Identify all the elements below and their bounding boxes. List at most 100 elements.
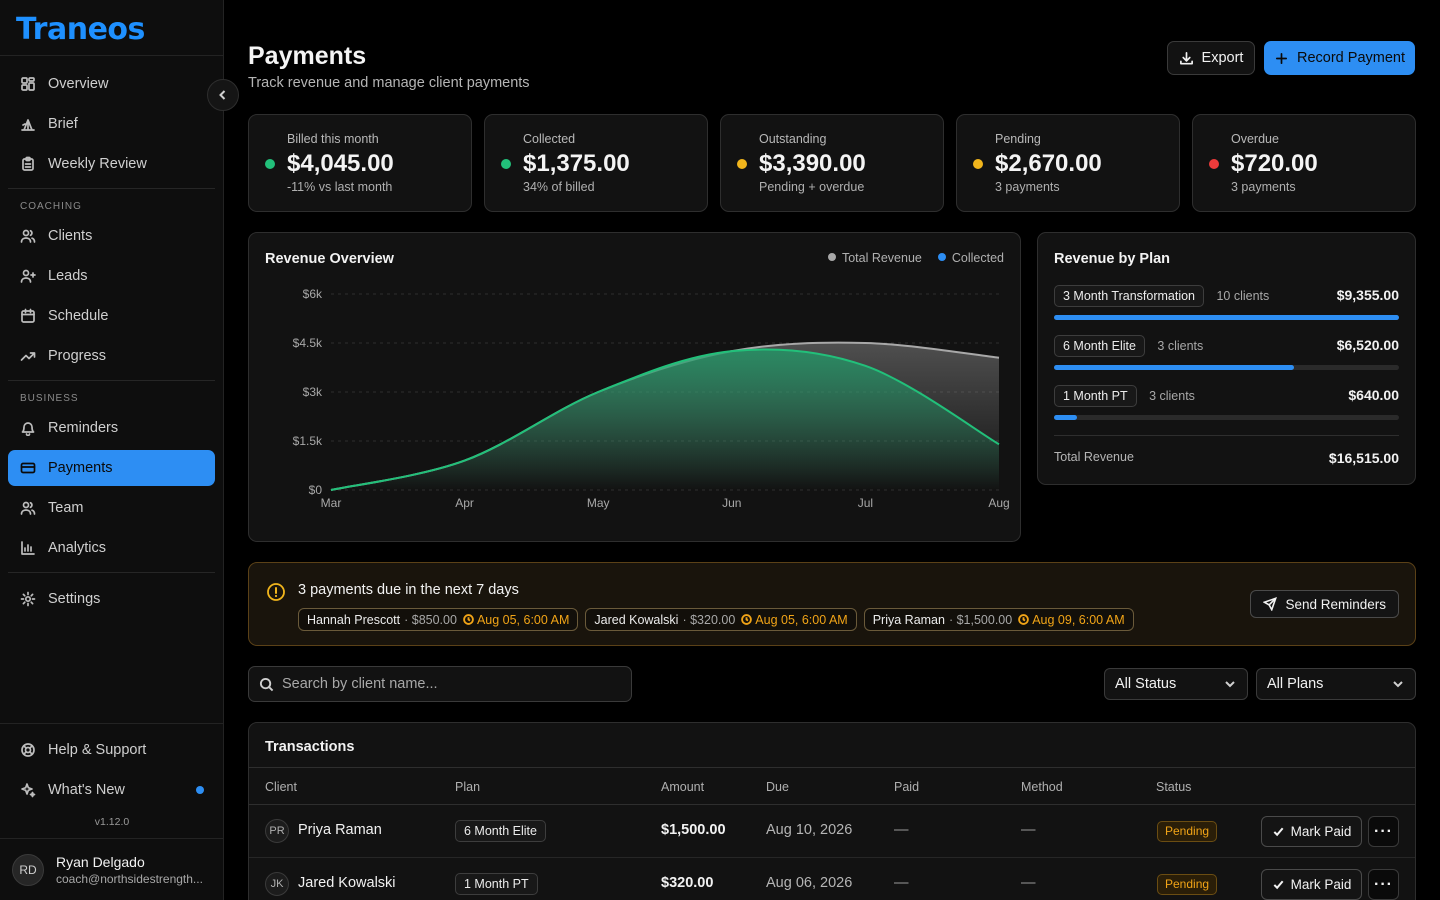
total-revenue-value: $16,515.00	[1328, 450, 1399, 466]
stat-value: $720.00	[1231, 150, 1318, 177]
credit-card-icon	[20, 460, 36, 476]
sidebar-item-leads[interactable]: Leads	[8, 258, 215, 294]
plan-badge: 6 Month Elite	[455, 820, 546, 842]
user-email: coach@northsidestrength...	[56, 871, 203, 886]
plan-total-row: Total Revenue $16,515.00	[1054, 435, 1399, 466]
stat-value: $2,670.00	[995, 150, 1102, 177]
chip-amount: · $1,500.00	[948, 612, 1013, 627]
sidebar-item-progress[interactable]: Progress	[8, 338, 215, 374]
plan-filter-select[interactable]: All Plans	[1256, 668, 1416, 700]
mark-paid-button[interactable]: Mark Paid	[1261, 869, 1362, 900]
plan-client-count: 3 clients	[1149, 389, 1195, 403]
check-icon	[1273, 880, 1284, 890]
alert-circle-icon	[267, 583, 285, 601]
record-payment-button[interactable]: Record Payment	[1264, 41, 1415, 75]
export-button[interactable]: Export	[1167, 41, 1255, 75]
clock-icon	[741, 614, 753, 625]
avatar: PR	[265, 819, 289, 843]
sidebar-item-label: Overview	[48, 76, 109, 92]
series-area-collected	[331, 349, 999, 490]
column-header-client[interactable]: Client	[265, 780, 297, 794]
sidebar-item-label: Weekly Review	[48, 156, 147, 172]
plan-amount: $9,355.00	[1336, 287, 1399, 303]
chip-client-name: Jared Kowalski	[594, 612, 679, 627]
legend-swatch	[827, 253, 836, 261]
sidebar-item-weekly-review[interactable]: Weekly Review	[8, 146, 215, 182]
client-name: Jared Kowalski	[298, 875, 396, 891]
plan-badge: 1 Month PT	[455, 873, 538, 895]
mark-paid-button[interactable]: Mark Paid	[1261, 816, 1362, 847]
stat-label: Collected	[523, 132, 576, 146]
payment-method: —	[1021, 822, 1036, 838]
series-line-collected	[330, 348, 1000, 491]
chip-client-name: Hannah Prescott	[307, 612, 401, 627]
stat-note: Pending + overdue	[759, 180, 865, 194]
plan-row: 6 Month Elite 3 clients $6,520.00	[1054, 335, 1399, 370]
sidebar: Traneos Overview Brief Weekly Review COA…	[0, 0, 224, 900]
plan-badge: 6 Month Elite	[1054, 335, 1145, 357]
sidebar-nav: Overview Brief Weekly Review COACHING Cl…	[0, 56, 223, 617]
search-icon	[259, 677, 274, 691]
sidebar-item-help[interactable]: Help & Support	[8, 732, 216, 768]
clock-icon	[1018, 614, 1030, 625]
sidebar-item-label: Schedule	[48, 308, 109, 324]
table-row[interactable]: PR Priya Raman 6 Month Elite $1,500.00 A…	[249, 805, 1415, 858]
chevron-left-icon	[219, 90, 226, 100]
column-header-method[interactable]: Method	[1021, 780, 1063, 794]
table-row[interactable]: JK Jared Kowalski 1 Month PT $320.00 Aug…	[249, 858, 1415, 900]
sidebar-item-overview[interactable]: Overview	[8, 66, 215, 102]
user-profile[interactable]: RD Ryan Delgado coach@northsidestrength.…	[0, 838, 224, 900]
column-header-status[interactable]: Status	[1156, 780, 1192, 794]
divider	[8, 572, 215, 573]
paid-date: —	[894, 875, 909, 891]
mark-paid-label: Mark Paid	[1290, 824, 1352, 839]
sidebar-item-whats-new[interactable]: What's New	[8, 772, 216, 808]
search-input[interactable]	[282, 676, 602, 692]
app-logo[interactable]: Traneos	[0, 0, 223, 56]
more-options-button[interactable]: ···	[1368, 869, 1399, 900]
sidebar-item-analytics[interactable]: Analytics	[8, 530, 215, 566]
sidebar-item-brief[interactable]: Brief	[8, 106, 215, 142]
notification-dot	[196, 786, 204, 794]
payments-due-alert: 3 payments due in the next 7 days Hannah…	[248, 562, 1416, 646]
chevron-down-icon	[1393, 681, 1403, 688]
sidebar-item-clients[interactable]: Clients	[8, 218, 215, 254]
column-header-paid[interactable]: Paid	[894, 780, 920, 794]
section-label-coaching: COACHING	[20, 201, 82, 212]
collapse-sidebar-button[interactable]	[207, 79, 239, 111]
column-header-amount[interactable]: Amount	[661, 780, 705, 794]
column-header-due[interactable]: Due	[766, 780, 789, 794]
stat-note: 3 payments	[1231, 180, 1296, 194]
sidebar-item-reminders[interactable]: Reminders	[8, 410, 215, 446]
chip-amount: · $850.00	[404, 612, 457, 627]
card-title: Revenue Overview	[265, 251, 394, 267]
y-tick-label: $6k	[303, 287, 323, 301]
sidebar-item-team[interactable]: Team	[8, 490, 215, 526]
chip-due-date: Aug 09, 6:00 AM	[1018, 613, 1125, 627]
status-filter-select[interactable]: All Status	[1104, 668, 1248, 700]
revenue-overview-card: Revenue Overview Total Revenue Collected…	[248, 232, 1021, 542]
sidebar-item-label: Payments	[48, 460, 113, 476]
more-options-button[interactable]: ···	[1368, 816, 1399, 847]
send-reminders-button[interactable]: Send Reminders	[1250, 590, 1399, 618]
check-icon	[1273, 827, 1284, 837]
y-tick-label: $4.5k	[293, 336, 323, 350]
sidebar-item-settings[interactable]: Settings	[8, 581, 215, 617]
paid-date: —	[894, 822, 909, 838]
sidebar-item-payments[interactable]: Payments	[8, 450, 215, 486]
chip-due-date: Aug 05, 6:00 AM	[741, 613, 848, 627]
due-payment-chip[interactable]: Priya Raman · $1,500.00 Aug 09, 6:00 AM	[863, 608, 1134, 631]
stat-note: -11% vs last month	[287, 180, 393, 194]
stat-card-pending: Pending $2,670.00 3 payments	[956, 114, 1180, 212]
stat-card-overdue: Overdue $720.00 3 payments	[1192, 114, 1416, 212]
users-icon	[20, 228, 36, 244]
payment-method: —	[1021, 875, 1036, 891]
sidebar-item-schedule[interactable]: Schedule	[8, 298, 215, 334]
sidebar-item-label: Progress	[48, 348, 107, 364]
grid-icon	[20, 76, 36, 92]
trending-up-icon	[20, 348, 36, 364]
due-payment-chip[interactable]: Jared Kowalski · $320.00 Aug 05, 6:00 AM	[585, 608, 857, 631]
due-payment-chip[interactable]: Hannah Prescott · $850.00 Aug 05, 6:00 A…	[298, 608, 579, 631]
calendar-icon	[20, 308, 36, 324]
column-header-plan[interactable]: Plan	[455, 780, 481, 794]
